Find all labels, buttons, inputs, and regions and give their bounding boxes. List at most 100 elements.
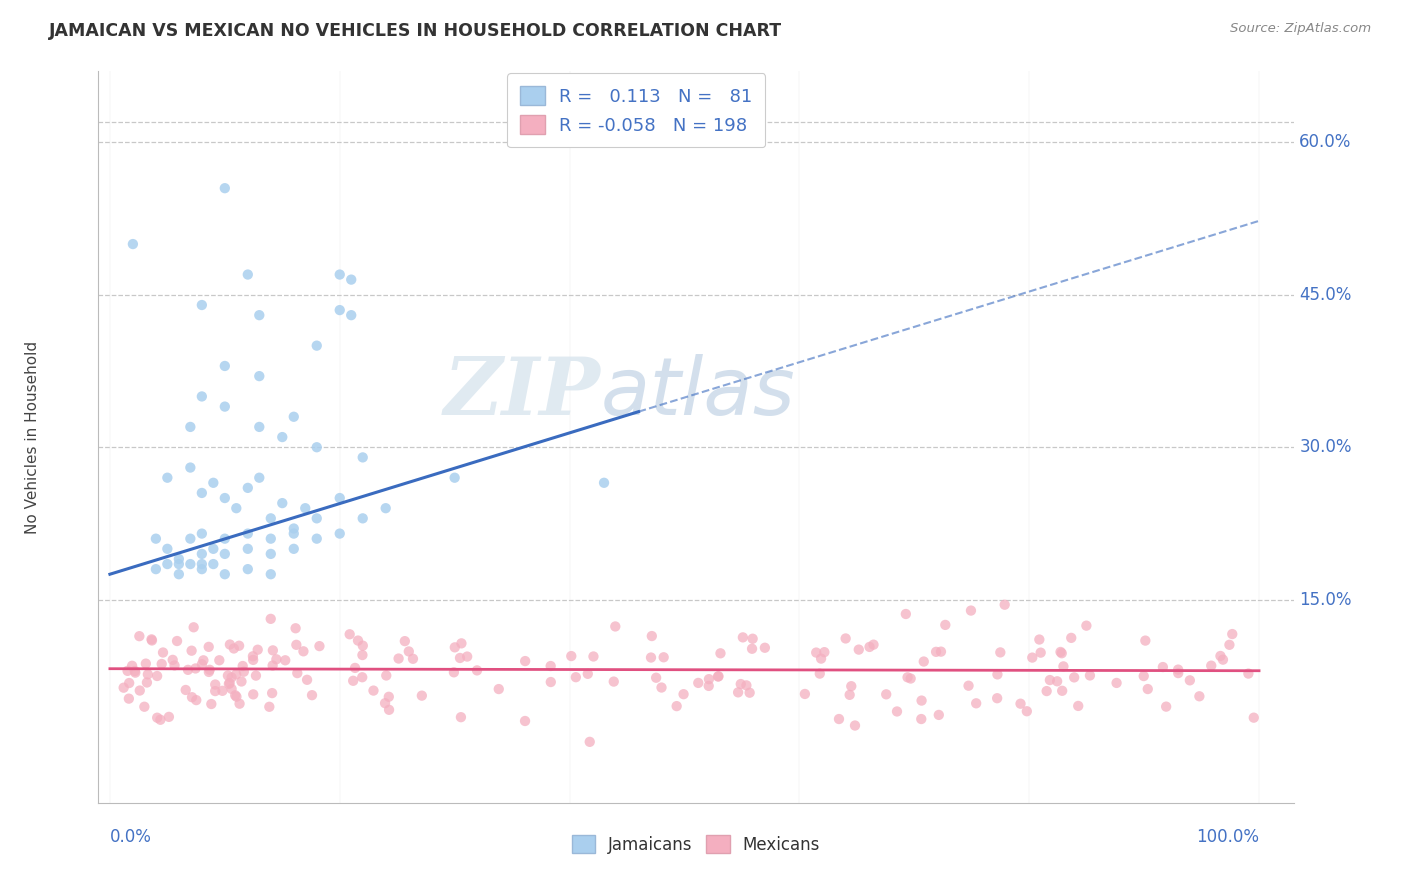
Point [232, 665, 254, 679]
Point [375, 668, 398, 682]
Point [488, 681, 510, 696]
Point [605, 619, 627, 633]
Point [202, 475, 225, 490]
Text: 30.0%: 30.0% [1299, 438, 1351, 456]
Point [994, 598, 1017, 612]
Point [112, 681, 135, 695]
Point [283, 521, 305, 535]
Point [1067, 698, 1090, 713]
Point [731, 631, 754, 645]
Text: 15.0%: 15.0% [1299, 591, 1351, 608]
Point [180, 643, 202, 657]
Point [247, 420, 270, 434]
Point [262, 686, 284, 700]
Point [1243, 711, 1265, 725]
Point [193, 653, 215, 667]
Point [960, 604, 983, 618]
Point [225, 667, 247, 681]
Point [329, 303, 352, 318]
Text: 0.0%: 0.0% [110, 828, 152, 847]
Point [957, 679, 980, 693]
Text: Source: ZipAtlas.com: Source: ZipAtlas.com [1230, 22, 1371, 36]
Point [305, 532, 328, 546]
Point [834, 632, 856, 646]
Point [260, 511, 283, 525]
Point [214, 547, 236, 561]
Point [118, 691, 141, 706]
Point [1050, 683, 1073, 698]
Point [741, 641, 763, 656]
Point [157, 710, 180, 724]
Point [167, 567, 190, 582]
Point [342, 673, 364, 688]
Point [224, 688, 246, 702]
Text: JAMAICAN VS MEXICAN NO VEHICLES IN HOUSEHOLD CORRELATION CHART: JAMAICAN VS MEXICAN NO VEHICLES IN HOUSE… [49, 22, 782, 40]
Point [374, 696, 396, 710]
Point [603, 674, 626, 689]
Point [236, 562, 259, 576]
Point [197, 640, 219, 654]
Point [219, 638, 242, 652]
Point [141, 633, 163, 648]
Point [191, 557, 214, 571]
Point [1135, 633, 1157, 648]
Point [218, 677, 240, 691]
Point [200, 697, 222, 711]
Point [838, 688, 860, 702]
Point [135, 675, 157, 690]
Point [988, 645, 1011, 659]
Point [221, 681, 243, 696]
Point [259, 699, 281, 714]
Point [145, 532, 167, 546]
Point [222, 641, 245, 656]
Point [1039, 673, 1062, 687]
Point [191, 389, 214, 403]
Point [236, 481, 259, 495]
Text: 45.0%: 45.0% [1299, 285, 1351, 304]
Point [793, 687, 815, 701]
Point [166, 634, 188, 648]
Point [411, 689, 433, 703]
Point [896, 670, 918, 684]
Point [1028, 632, 1050, 647]
Point [146, 711, 169, 725]
Point [858, 640, 880, 654]
Point [285, 638, 308, 652]
Point [150, 657, 173, 671]
Point [141, 632, 163, 647]
Text: ZIP: ZIP [443, 354, 600, 432]
Point [894, 607, 917, 621]
Point [986, 691, 1008, 706]
Point [305, 440, 328, 454]
Point [672, 687, 695, 701]
Point [184, 661, 207, 675]
Point [929, 645, 952, 659]
Point [329, 491, 352, 505]
Point [1167, 663, 1189, 677]
Point [271, 430, 294, 444]
Point [191, 657, 214, 672]
Point [179, 460, 201, 475]
Point [560, 648, 582, 663]
Point [232, 659, 254, 673]
Legend: Jamaicans, Mexicans: Jamaicans, Mexicans [565, 829, 827, 860]
Point [1136, 681, 1159, 696]
Point [242, 653, 264, 667]
Point [900, 672, 922, 686]
Point [247, 471, 270, 485]
Point [260, 547, 283, 561]
Point [806, 646, 828, 660]
Point [697, 672, 720, 686]
Point [179, 420, 201, 434]
Point [245, 668, 267, 682]
Point [578, 735, 600, 749]
Point [576, 666, 599, 681]
Point [174, 683, 197, 698]
Point [134, 699, 156, 714]
Point [398, 644, 420, 658]
Point [128, 629, 150, 643]
Point [1212, 653, 1234, 667]
Point [204, 684, 226, 698]
Point [198, 663, 221, 677]
Point [352, 450, 374, 465]
